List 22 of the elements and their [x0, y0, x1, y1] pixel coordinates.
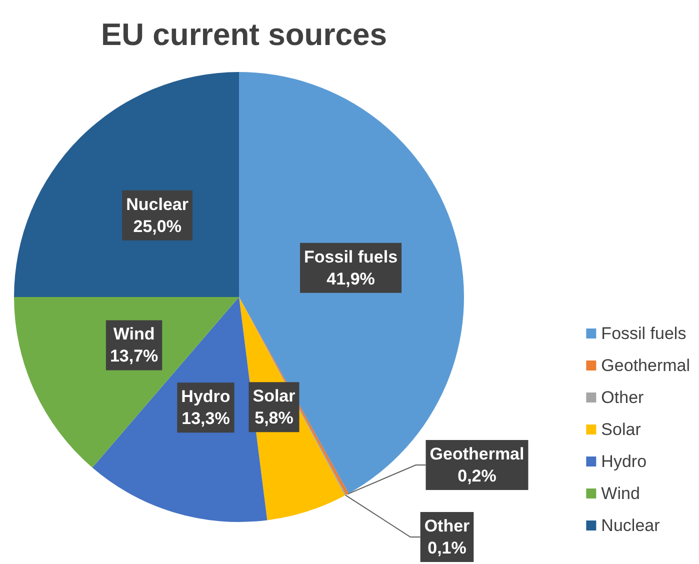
data-label: 0,1%	[428, 538, 466, 558]
legend-label: Wind	[601, 484, 640, 503]
data-label: 25,0%	[133, 216, 182, 236]
data-label: 0,2%	[458, 466, 496, 486]
legend-label: Solar	[601, 420, 642, 439]
data-label: 13,7%	[110, 346, 158, 366]
slice-label: Nuclear	[126, 194, 189, 214]
slice-label: Geothermal	[430, 444, 524, 464]
legend-label: Nuclear	[601, 516, 660, 535]
legend-label: Geothermal	[601, 356, 690, 375]
legend-label: Fossil fuels	[601, 324, 686, 343]
data-label: 5,8%	[254, 408, 294, 428]
chart-title: EU current sources	[101, 17, 387, 52]
slice-label: Wind	[113, 324, 155, 344]
data-label: 41,9%	[326, 269, 375, 288]
slice-label: Other	[424, 516, 470, 536]
slice-label: Solar	[252, 386, 296, 406]
legend-label: Other	[601, 388, 644, 407]
data-label: 13,3%	[182, 409, 230, 428]
slice-label: Hydro	[181, 387, 230, 406]
legend-label: Hydro	[601, 452, 647, 471]
slice-label: Fossil fuels	[304, 247, 398, 266]
